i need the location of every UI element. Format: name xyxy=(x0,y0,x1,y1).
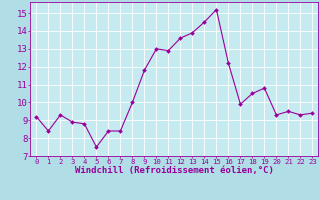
X-axis label: Windchill (Refroidissement éolien,°C): Windchill (Refroidissement éolien,°C) xyxy=(75,166,274,175)
